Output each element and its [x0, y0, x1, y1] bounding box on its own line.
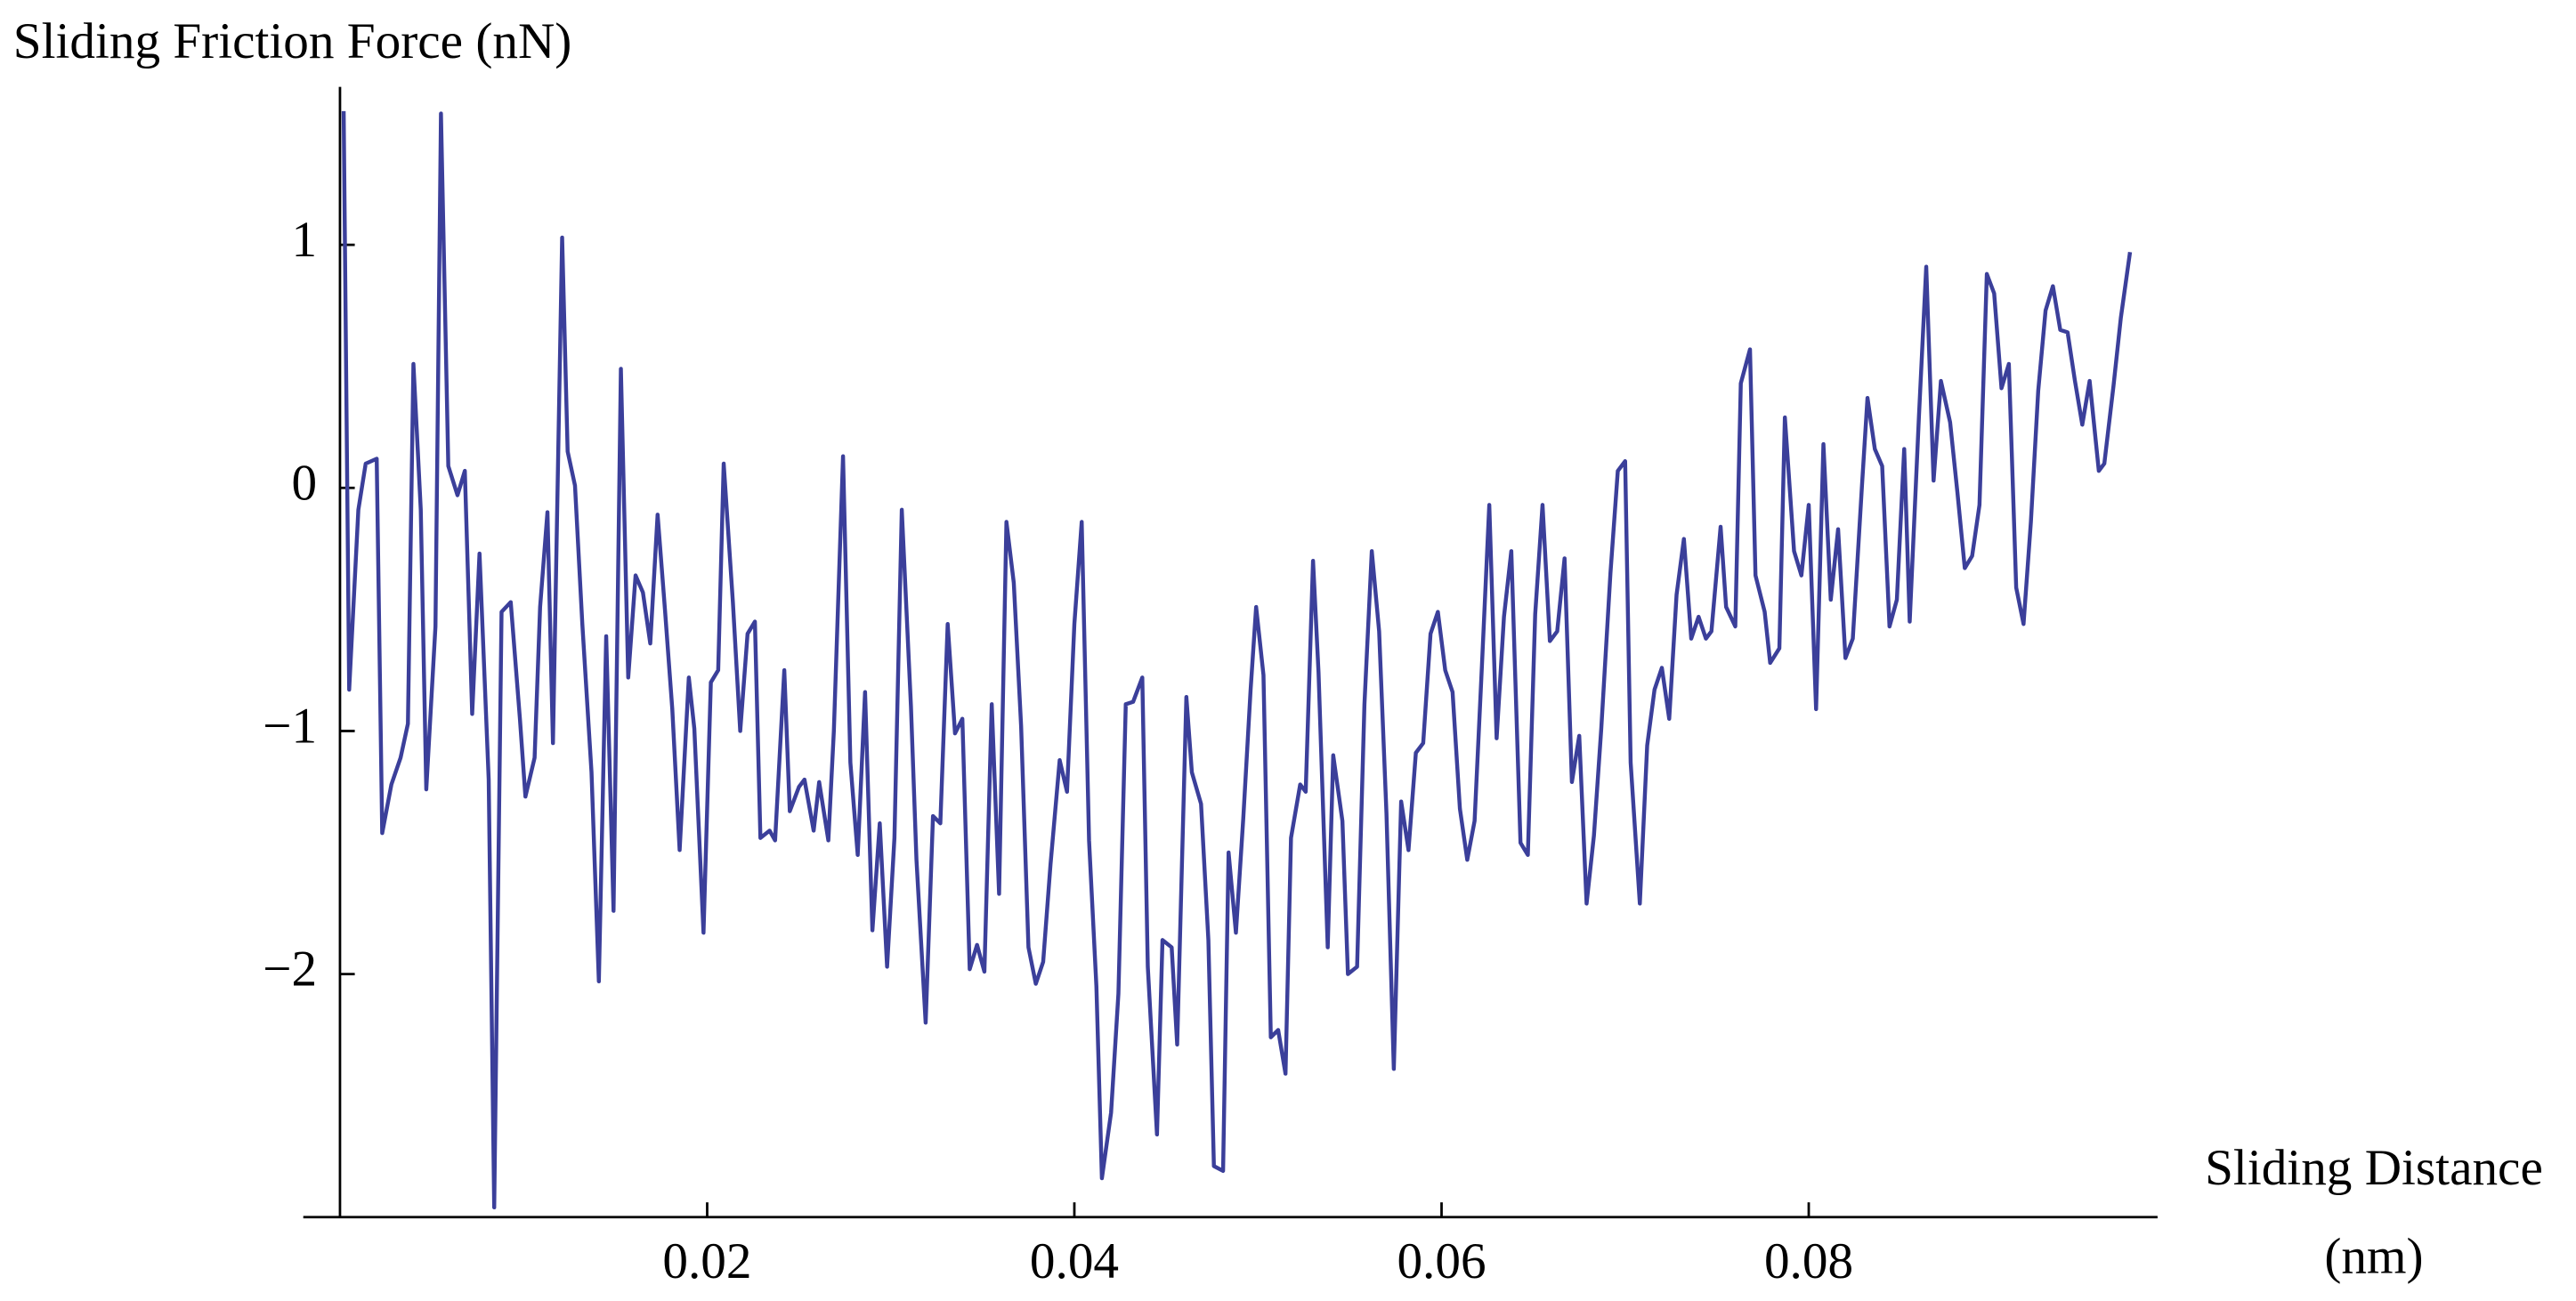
- y-tick-label: −1: [263, 699, 317, 755]
- x-tick-label: 0.02: [662, 1233, 751, 1289]
- data-line: [341, 110, 2133, 1210]
- y-tick-label: 1: [292, 212, 318, 268]
- x-axis-unit: (nm): [2324, 1229, 2423, 1285]
- y-tick-label: 0: [292, 455, 318, 511]
- x-axis-label: Sliding Distance: [2205, 1140, 2543, 1196]
- x-tick-label: 0.04: [1030, 1233, 1119, 1289]
- x-tick-label: 0.08: [1764, 1233, 1853, 1289]
- x-tick-label: 0.06: [1397, 1233, 1486, 1289]
- y-tick-label: −2: [263, 941, 317, 998]
- y-axis-label: Sliding Friction Force (nN): [13, 13, 572, 69]
